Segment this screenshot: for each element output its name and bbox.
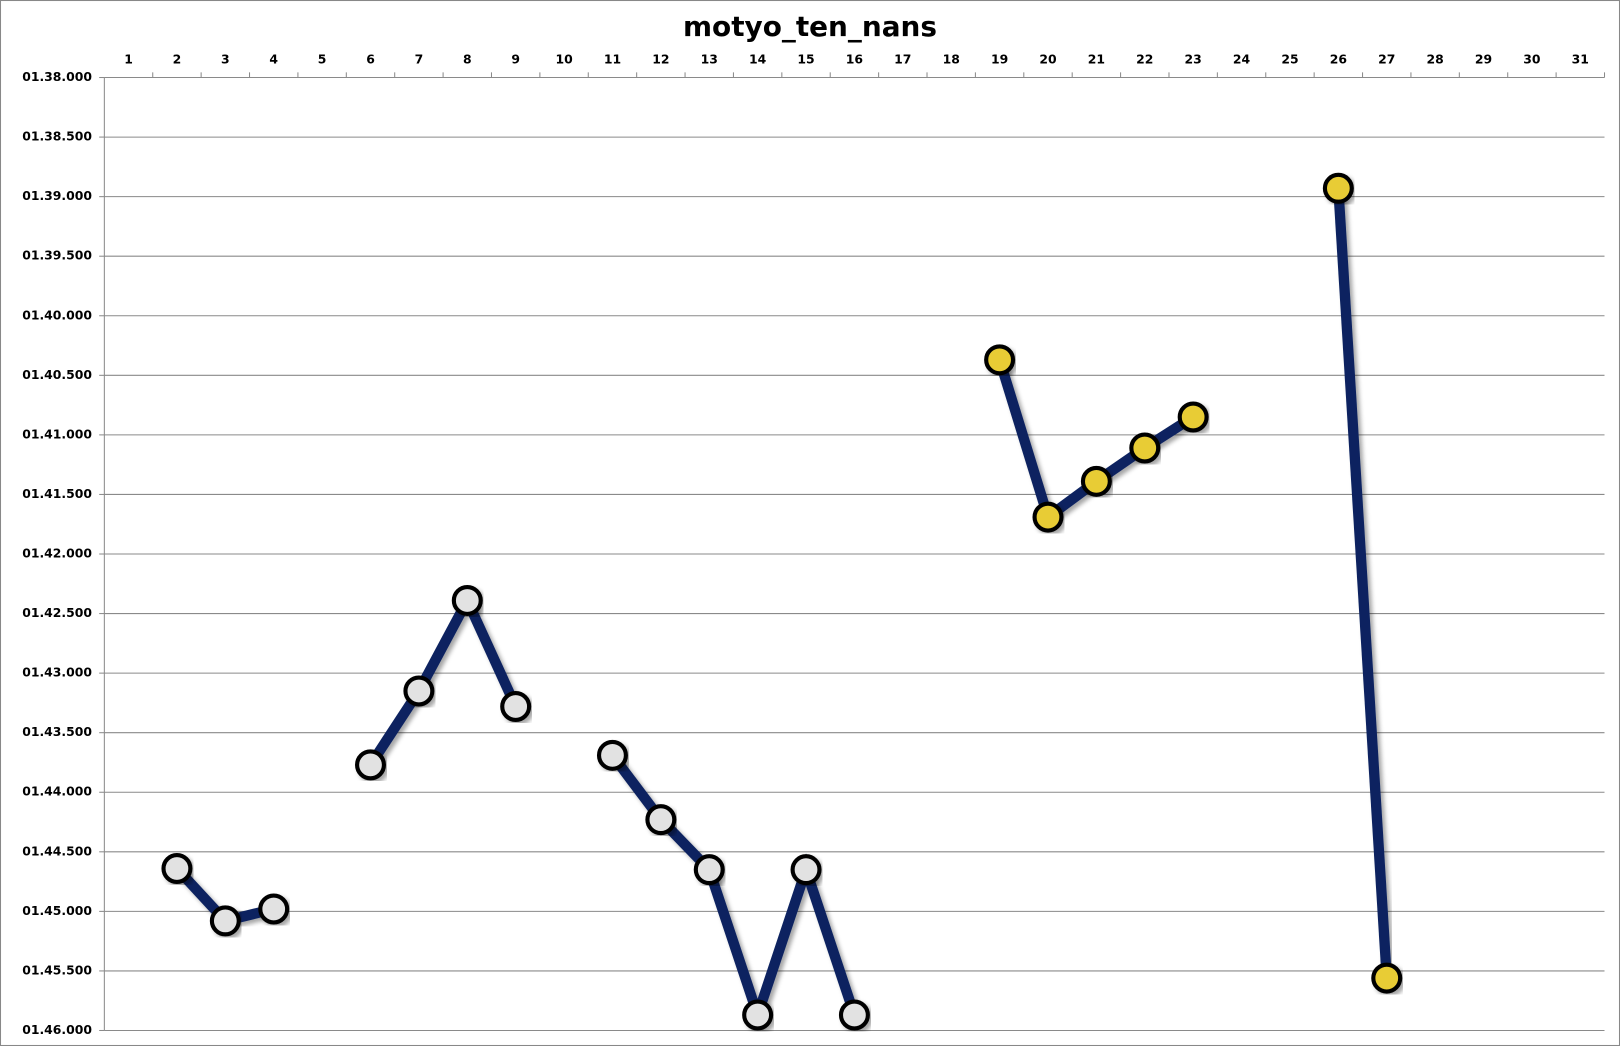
- x-tick-label: 4: [269, 51, 278, 66]
- y-tick-label: 01.42.500: [22, 605, 92, 620]
- y-tick-label: 01.44.500: [22, 843, 92, 858]
- data-point: [1371, 962, 1403, 994]
- y-tick-label: 01.41.000: [22, 426, 92, 441]
- x-tick-label: 28: [1427, 51, 1444, 66]
- data-point: [1129, 432, 1161, 464]
- data-point: [403, 675, 435, 707]
- data-point: [451, 584, 483, 616]
- y-tick-label: 01.38.000: [22, 69, 92, 84]
- x-tick-label: 25: [1281, 51, 1298, 66]
- data-point: [1177, 401, 1209, 433]
- x-tick-label: 14: [749, 51, 767, 66]
- x-tick-label: 10: [555, 51, 573, 66]
- data-point: [838, 999, 870, 1031]
- data-point: [355, 749, 387, 781]
- x-tick-label: 2: [173, 51, 182, 66]
- y-tick-label: 01.38.500: [22, 129, 92, 144]
- data-point: [1322, 172, 1354, 204]
- x-tick-label: 12: [652, 51, 669, 66]
- x-tick-label: 11: [604, 51, 621, 66]
- x-tick-label: 30: [1523, 51, 1541, 66]
- x-tick-label: 21: [1088, 51, 1105, 66]
- y-tick-label: 01.40.000: [22, 307, 92, 322]
- x-tick-label: 26: [1330, 51, 1347, 66]
- y-tick-label: 01.43.000: [22, 665, 92, 680]
- x-tick-label: 7: [415, 51, 424, 66]
- x-tick-label: 29: [1475, 51, 1492, 66]
- y-tick-label: 01.44.000: [22, 784, 92, 799]
- y-tick-label: 01.39.500: [22, 248, 92, 263]
- y-tick-label: 01.39.000: [22, 188, 92, 203]
- y-tick-label: 01.43.500: [22, 724, 92, 739]
- x-tick-label: 27: [1378, 51, 1395, 66]
- data-point: [984, 344, 1016, 376]
- y-tick-label: 01.46.000: [22, 1022, 92, 1037]
- data-point: [596, 739, 628, 771]
- data-point: [161, 852, 193, 884]
- x-tick-label: 31: [1572, 51, 1589, 66]
- chart-title: motyo_ten_nans: [683, 10, 937, 43]
- data-point: [1080, 465, 1112, 497]
- x-tick-label: 9: [511, 51, 520, 66]
- x-tick-label: 20: [1039, 51, 1057, 66]
- data-point: [500, 690, 532, 722]
- y-tick-label: 01.45.500: [22, 962, 92, 977]
- x-tick-label: 5: [318, 51, 327, 66]
- y-tick-label: 01.45.000: [22, 903, 92, 918]
- data-point: [693, 854, 725, 886]
- series-line: [366, 588, 521, 768]
- data-point: [209, 905, 241, 937]
- data-point: [258, 893, 290, 925]
- x-tick-label: 15: [797, 51, 814, 66]
- data-point: [742, 999, 774, 1031]
- x-tick-label: 8: [463, 51, 472, 66]
- series-line: [1333, 187, 1392, 979]
- x-tick-label: 19: [991, 51, 1008, 66]
- x-tick-label: 17: [894, 51, 911, 66]
- x-tick-label: 23: [1185, 51, 1202, 66]
- y-tick-label: 01.42.000: [22, 546, 92, 561]
- x-tick-label: 6: [366, 51, 375, 66]
- x-tick-label: 13: [701, 51, 718, 66]
- x-tick-label: 1: [124, 51, 133, 66]
- x-tick-label: 16: [846, 51, 863, 66]
- x-tick-label: 22: [1136, 51, 1153, 66]
- x-tick-label: 3: [221, 51, 230, 66]
- data-point: [1032, 501, 1064, 533]
- x-tick-label: 18: [943, 51, 960, 66]
- y-tick-label: 01.40.500: [22, 367, 92, 382]
- y-tick-label: 01.41.500: [22, 486, 92, 501]
- x-tick-label: 24: [1233, 51, 1251, 66]
- data-point: [645, 804, 677, 836]
- plot-area: [173, 187, 1392, 1031]
- data-point: [790, 854, 822, 886]
